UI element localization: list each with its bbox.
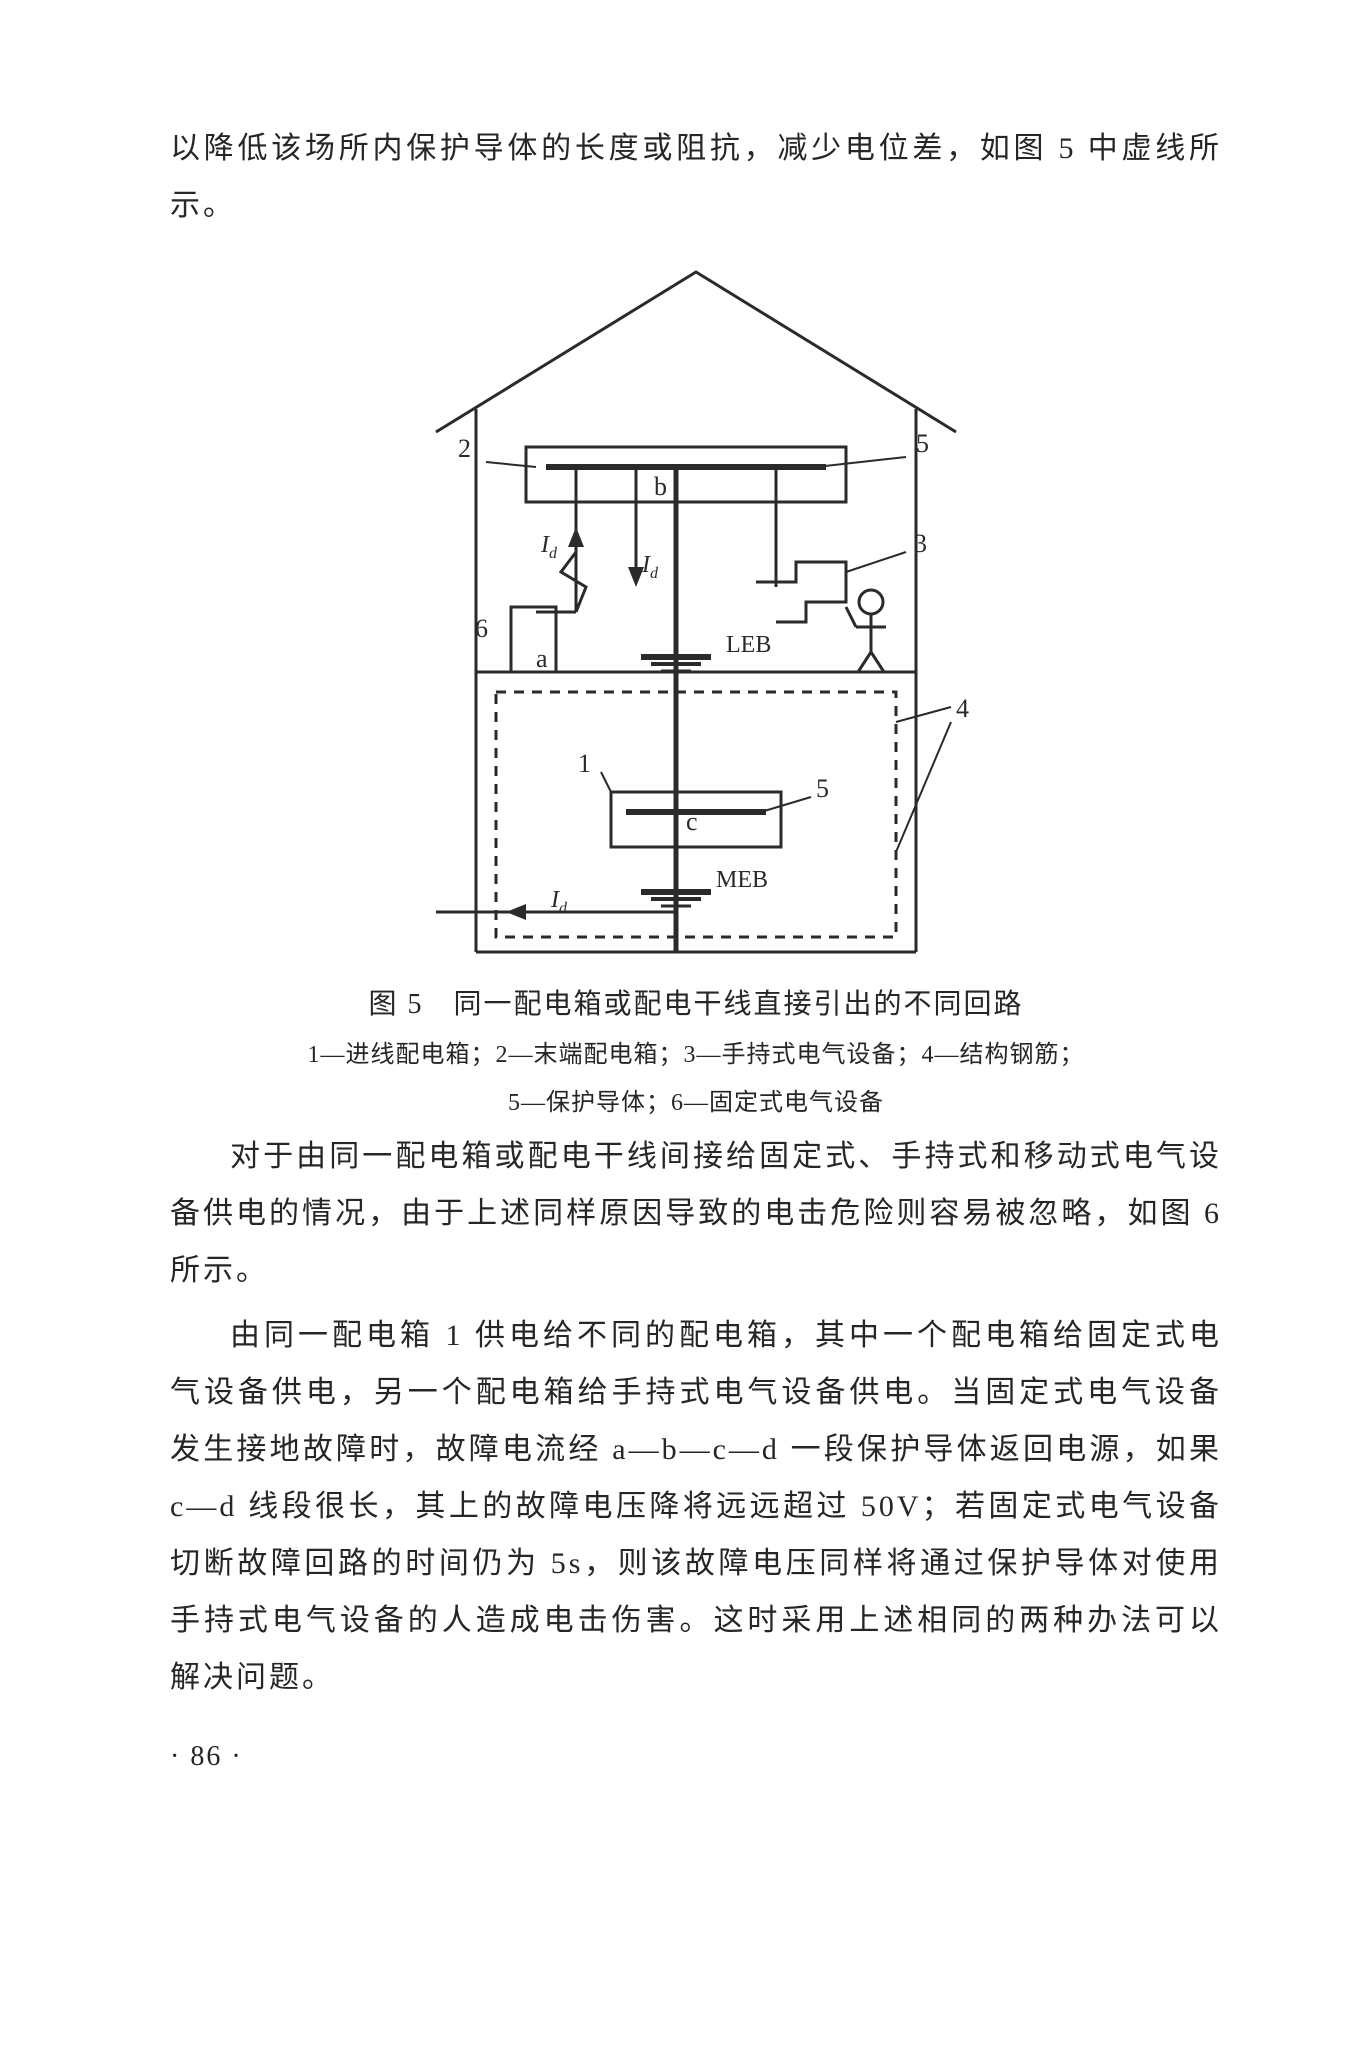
label-c: c [686,807,698,836]
lead-3 [846,552,906,572]
lead-1 [601,772,611,792]
label-6: 6 [475,614,488,643]
label-id-up: Id [540,532,558,562]
lead-4b [896,722,951,852]
page-number: · 86 · [170,1730,1222,1783]
page: 以降低该场所内保护导体的长度或阻抗，减少电位差，如图 5 中虚线所示。 [0,0,1372,1844]
label-1: 1 [578,749,591,778]
label-id-down: Id [641,552,659,582]
label-5a: 5 [916,429,929,458]
label-4: 4 [956,694,969,723]
lead-5-top [816,457,906,467]
label-b: b [654,472,667,501]
label-a: a [536,644,548,673]
lead-5-low [761,797,811,812]
figure-5-legend-1: 1—进线配电箱；2—末端配电箱；3—手持式电气设备；4—结构钢筋； [170,1033,1222,1079]
figure-5: 2 5 3 4 6 1 5 a b c LEB MEB Id Id Id [170,252,1222,972]
paragraph-2: 对于由同一配电箱或配电干线间接给固定式、手持式和移动式电气设备供电的情况，由于上… [170,1128,1222,1299]
label-meb: MEB [716,867,768,893]
device-6 [511,607,556,672]
device-3 [756,562,846,622]
paragraph-3: 由同一配电箱 1 供电给不同的配电箱，其中一个配电箱给固定式电气设备供电，另一个… [170,1307,1222,1706]
intro-paragraph: 以降低该场所内保护导体的长度或阻抗，减少电位差，如图 5 中虚线所示。 [170,120,1222,234]
figure-5-legend-2: 5—保护导体；6—固定式电气设备 [170,1081,1222,1127]
label-leb: LEB [726,632,771,658]
label-3: 3 [914,529,927,558]
roof [436,272,956,432]
arrow-up [568,527,584,547]
arrow-left [506,904,526,920]
label-id-in: Id [550,887,568,917]
figure-5-svg: 2 5 3 4 6 1 5 a b c LEB MEB Id Id Id [376,252,1016,972]
lead-4a [896,707,951,722]
person [846,590,886,672]
box-2 [526,447,846,502]
lead-2 [486,462,536,467]
label-2: 2 [458,434,471,463]
figure-5-caption: 图 5 同一配电箱或配电干线直接引出的不同回路 [170,978,1222,1031]
label-5b: 5 [816,774,829,803]
fault-zigzag [561,552,586,612]
